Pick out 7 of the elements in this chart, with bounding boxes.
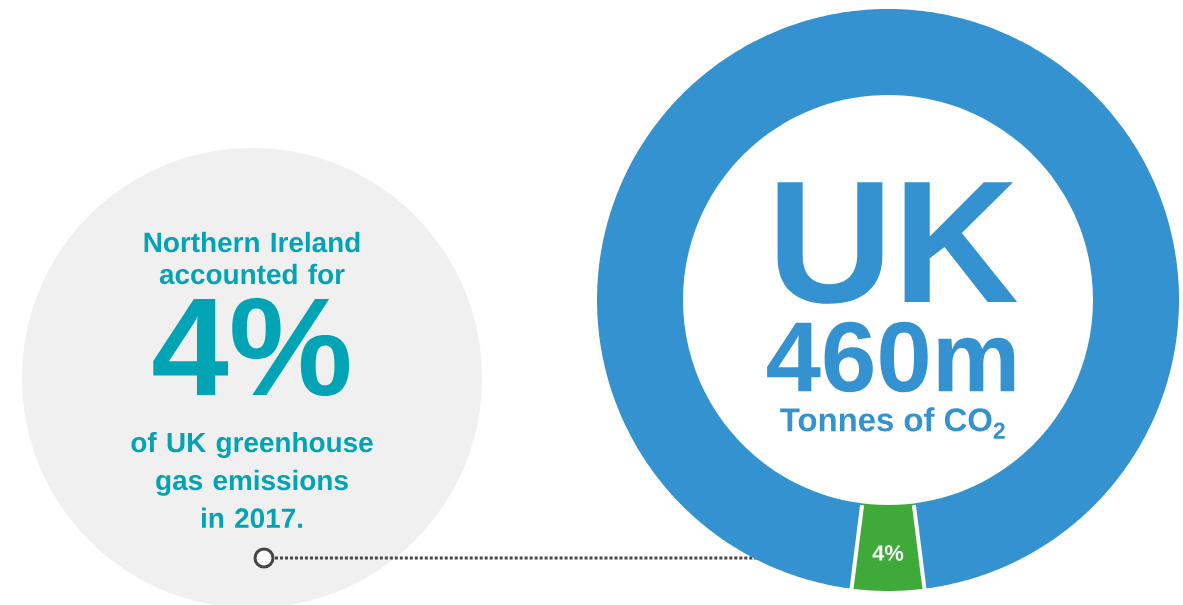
text: 4%: [153, 297, 350, 397]
text: UK: [777, 182, 1018, 304]
data-label: 4%: [872, 545, 904, 561]
text: of UK greenhouse gas emissions in 2017.: [131, 431, 373, 529]
text: Northern Ireland accounted for: [144, 231, 360, 285]
text: 460m: [767, 321, 1015, 393]
text: Tonnes of CO$_{2}$: [780, 407, 1005, 439]
